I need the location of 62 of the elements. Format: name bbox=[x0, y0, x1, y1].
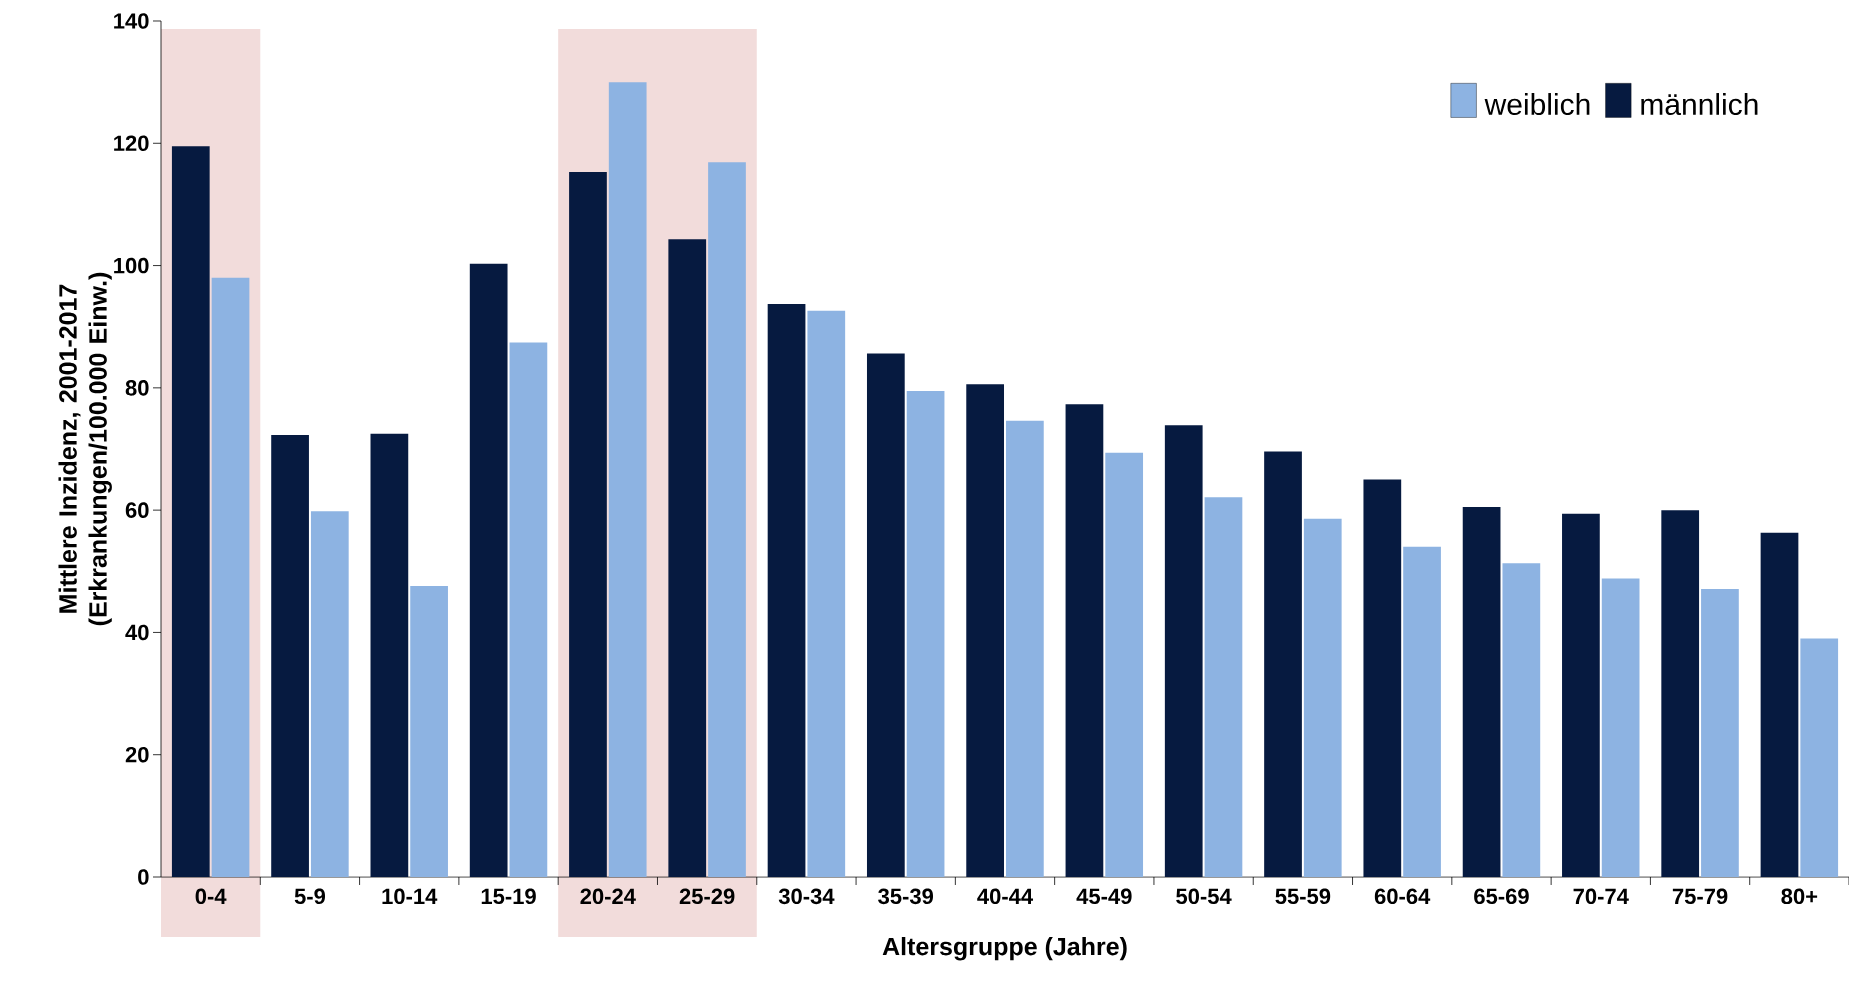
x-tick-label: 45-49 bbox=[1076, 888, 1132, 905]
bar bbox=[966, 384, 1005, 877]
x-tick-label: 15-19 bbox=[481, 888, 536, 905]
y-tick-label: 0 bbox=[138, 869, 149, 885]
bar bbox=[608, 82, 647, 877]
x-tick-label: 5-9 bbox=[294, 888, 326, 905]
bar bbox=[708, 162, 746, 877]
bar bbox=[1403, 546, 1441, 877]
bar bbox=[509, 342, 548, 877]
y-tick-label: 80 bbox=[125, 380, 149, 396]
bar bbox=[906, 390, 945, 877]
bar bbox=[1800, 638, 1839, 877]
y-tick-label: 140 bbox=[114, 13, 149, 29]
bar bbox=[1006, 420, 1044, 877]
legend-label: männlich bbox=[1641, 93, 1758, 116]
x-axis-title: Altersgruppe (Jahre) bbox=[882, 937, 1127, 961]
bar bbox=[807, 310, 846, 877]
y-tick-label: 40 bbox=[125, 624, 149, 641]
y-tick-label: 120 bbox=[114, 135, 149, 152]
y-tick-label: 60 bbox=[125, 502, 149, 518]
bar bbox=[271, 434, 309, 877]
bar bbox=[410, 585, 448, 877]
x-tick-label: 20-24 bbox=[580, 888, 636, 905]
bar bbox=[1502, 563, 1541, 877]
bar bbox=[1562, 513, 1600, 877]
x-tick-label: 70-74 bbox=[1573, 888, 1629, 905]
x-tick-label: 65-69 bbox=[1474, 888, 1529, 905]
bar bbox=[469, 263, 508, 877]
bar bbox=[1661, 510, 1700, 877]
x-tick-label: 50-54 bbox=[1176, 888, 1232, 905]
bar bbox=[1701, 589, 1739, 877]
bar bbox=[310, 511, 349, 877]
bar bbox=[1264, 451, 1302, 877]
bar bbox=[668, 239, 707, 877]
bar bbox=[1303, 518, 1342, 877]
bar bbox=[1601, 578, 1640, 877]
bar bbox=[1204, 497, 1243, 877]
y-axis-title: Mittlere Inzidenz, 2001-2017 (Erkrankungen/100.000 Einw.) bbox=[58, 272, 112, 626]
x-tick-label: 10-14 bbox=[382, 888, 438, 905]
x-tick-label: 25-29 bbox=[679, 888, 735, 905]
bar bbox=[1760, 532, 1799, 877]
bar bbox=[767, 304, 806, 877]
bar bbox=[211, 277, 250, 877]
bar bbox=[569, 172, 607, 877]
legend-label: weiblich bbox=[1484, 93, 1590, 116]
bar bbox=[1105, 452, 1144, 877]
bar bbox=[866, 353, 905, 877]
bar bbox=[1363, 479, 1402, 877]
bar bbox=[1462, 507, 1501, 877]
x-tick-label: 30-34 bbox=[778, 888, 835, 905]
y-tick-label: 20 bbox=[125, 746, 149, 763]
bar bbox=[1065, 404, 1104, 877]
x-tick-label: 60-64 bbox=[1374, 888, 1431, 905]
x-tick-label: 0-4 bbox=[195, 888, 227, 905]
x-tick-label: 55-59 bbox=[1275, 888, 1331, 905]
x-tick-label: 35-39 bbox=[878, 888, 934, 905]
x-tick-label: 40-44 bbox=[977, 888, 1034, 905]
x-tick-label: 75-79 bbox=[1672, 888, 1728, 905]
bar bbox=[1164, 425, 1203, 877]
x-tick-label: 80+ bbox=[1781, 888, 1818, 905]
bar bbox=[370, 433, 409, 877]
y-tick-label: 100 bbox=[114, 257, 149, 274]
